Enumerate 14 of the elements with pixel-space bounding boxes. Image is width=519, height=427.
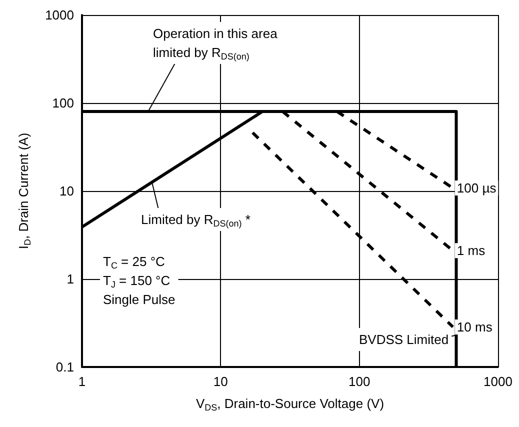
series-label: 10 ms <box>456 319 493 334</box>
series-label: 1 ms <box>456 243 486 258</box>
y-tick-label: 0.1 <box>56 360 74 374</box>
y-tick-label: 100 <box>52 96 74 110</box>
x-tick-label: 10 <box>213 374 228 389</box>
series-label: 100 µs <box>456 180 497 196</box>
y-tick-label: 1 <box>66 272 74 286</box>
x-tick-label: 1000 <box>484 374 512 389</box>
x-tick-label: 1 <box>78 374 86 389</box>
x-tick-label: 100 <box>348 374 370 389</box>
y-tick-label: 10 <box>60 184 74 198</box>
y-tick-label: 1000 <box>45 8 74 22</box>
y-axis-title: ID, Drain Current (A) <box>16 132 32 250</box>
annotation: BVDSS Limited <box>359 332 449 347</box>
